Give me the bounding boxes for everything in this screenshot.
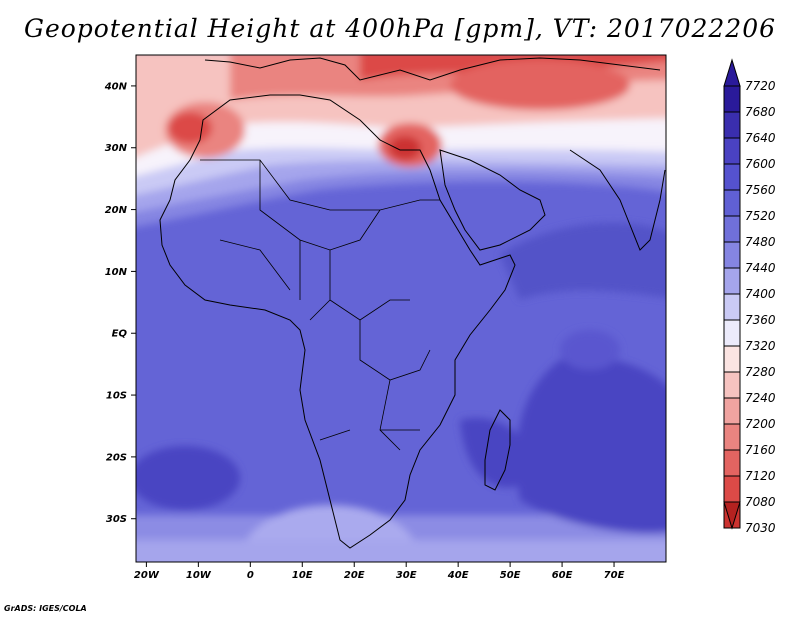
lat-tick-label: EQ xyxy=(112,329,128,340)
colorbar-swatch xyxy=(723,85,741,113)
colorbar-label: 7480 xyxy=(745,235,776,249)
lat-tick-label: 40N xyxy=(104,81,128,92)
colorbar-top-arrow xyxy=(723,58,741,87)
colorbar-swatch xyxy=(723,449,741,477)
colorbar-label: 7030 xyxy=(745,521,776,535)
colorbar-label: 7600 xyxy=(745,157,776,171)
lon-tick-label: 0 xyxy=(247,570,254,581)
lat-tick-label: 30N xyxy=(105,143,128,154)
colorbar-label: 7720 xyxy=(745,79,776,93)
map-frame xyxy=(135,54,667,563)
colorbar-swatch xyxy=(723,475,741,503)
lon-tick-label: 10W xyxy=(186,570,212,581)
colorbar-swatch xyxy=(723,423,741,451)
colorbar-label: 7080 xyxy=(745,495,776,509)
lon-tick-label: 40E xyxy=(447,570,469,581)
grads-credit: GrADS: IGES/COLA xyxy=(4,604,87,613)
madagascar-outline xyxy=(484,409,511,491)
colorbar-swatch xyxy=(723,241,741,269)
lon-tick-label: 70E xyxy=(604,570,625,581)
colorbar-label: 7200 xyxy=(745,417,776,431)
colorbar-label: 7280 xyxy=(745,365,776,379)
india-outline xyxy=(569,149,666,251)
colorbar-swatch xyxy=(723,163,741,191)
coastline-outlines xyxy=(159,57,666,549)
lat-tick-label: 10S xyxy=(106,391,127,402)
arabia-outline xyxy=(439,149,546,251)
europe-outline xyxy=(204,57,661,81)
colorbar-label: 7520 xyxy=(745,209,776,223)
lat-tick-label: 20S xyxy=(106,452,127,463)
africa-coastline xyxy=(159,94,516,549)
colorbar-swatch xyxy=(723,319,741,347)
longitude-axis: 20W 10W 0 10E 20E 30E 40E 50E 60E 70E xyxy=(134,562,625,581)
lon-tick-label: 30E xyxy=(396,570,417,581)
lon-tick-label: 10E xyxy=(292,570,313,581)
colorbar-label: 7160 xyxy=(745,443,776,457)
colorbar-label: 7640 xyxy=(745,131,776,145)
colorbar-label: 7320 xyxy=(745,339,776,353)
lat-tick-label: 10N xyxy=(105,267,128,278)
colorbar-label: 7680 xyxy=(745,105,776,119)
colorbar-label: 7440 xyxy=(745,261,776,275)
colorbar-swatch xyxy=(723,215,741,243)
lon-tick-label: 60E xyxy=(552,570,573,581)
colorbar-swatch xyxy=(723,137,741,165)
colorbar-label: 7400 xyxy=(745,287,776,301)
colorbar-swatch xyxy=(723,267,741,295)
colorbar-swatch xyxy=(723,189,741,217)
country-borders xyxy=(200,159,440,451)
colorbar-swatch xyxy=(723,345,741,373)
lat-tick-label: 20N xyxy=(105,205,128,216)
colorbar-label: 7360 xyxy=(745,313,776,327)
colorbar-label: 7240 xyxy=(745,391,776,405)
latitude-axis: 40N 30N 20N 10N EQ 10S 20S 30S xyxy=(104,81,136,525)
colorbar-swatch xyxy=(723,371,741,399)
colorbar-bottom-arrow xyxy=(723,501,741,530)
colorbar-swatch xyxy=(723,111,741,139)
lon-tick-label: 20E xyxy=(344,570,365,581)
lat-tick-label: 30S xyxy=(106,514,127,525)
colorbar: 7720 7680 7640 7600 7560 7520 7480 7440 7400 7360… xyxy=(723,58,776,535)
geopotential-field xyxy=(136,55,666,562)
colorbar-label: 7560 xyxy=(745,183,776,197)
lon-tick-label: 50E xyxy=(500,570,521,581)
chart-title: Geopotential Height at 400hPa [gpm], VT:… xyxy=(23,14,777,43)
colorbar-label: 7120 xyxy=(745,469,776,483)
lon-tick-label: 20W xyxy=(134,570,160,581)
colorbar-swatch xyxy=(723,293,741,321)
colorbar-swatch xyxy=(723,397,741,425)
